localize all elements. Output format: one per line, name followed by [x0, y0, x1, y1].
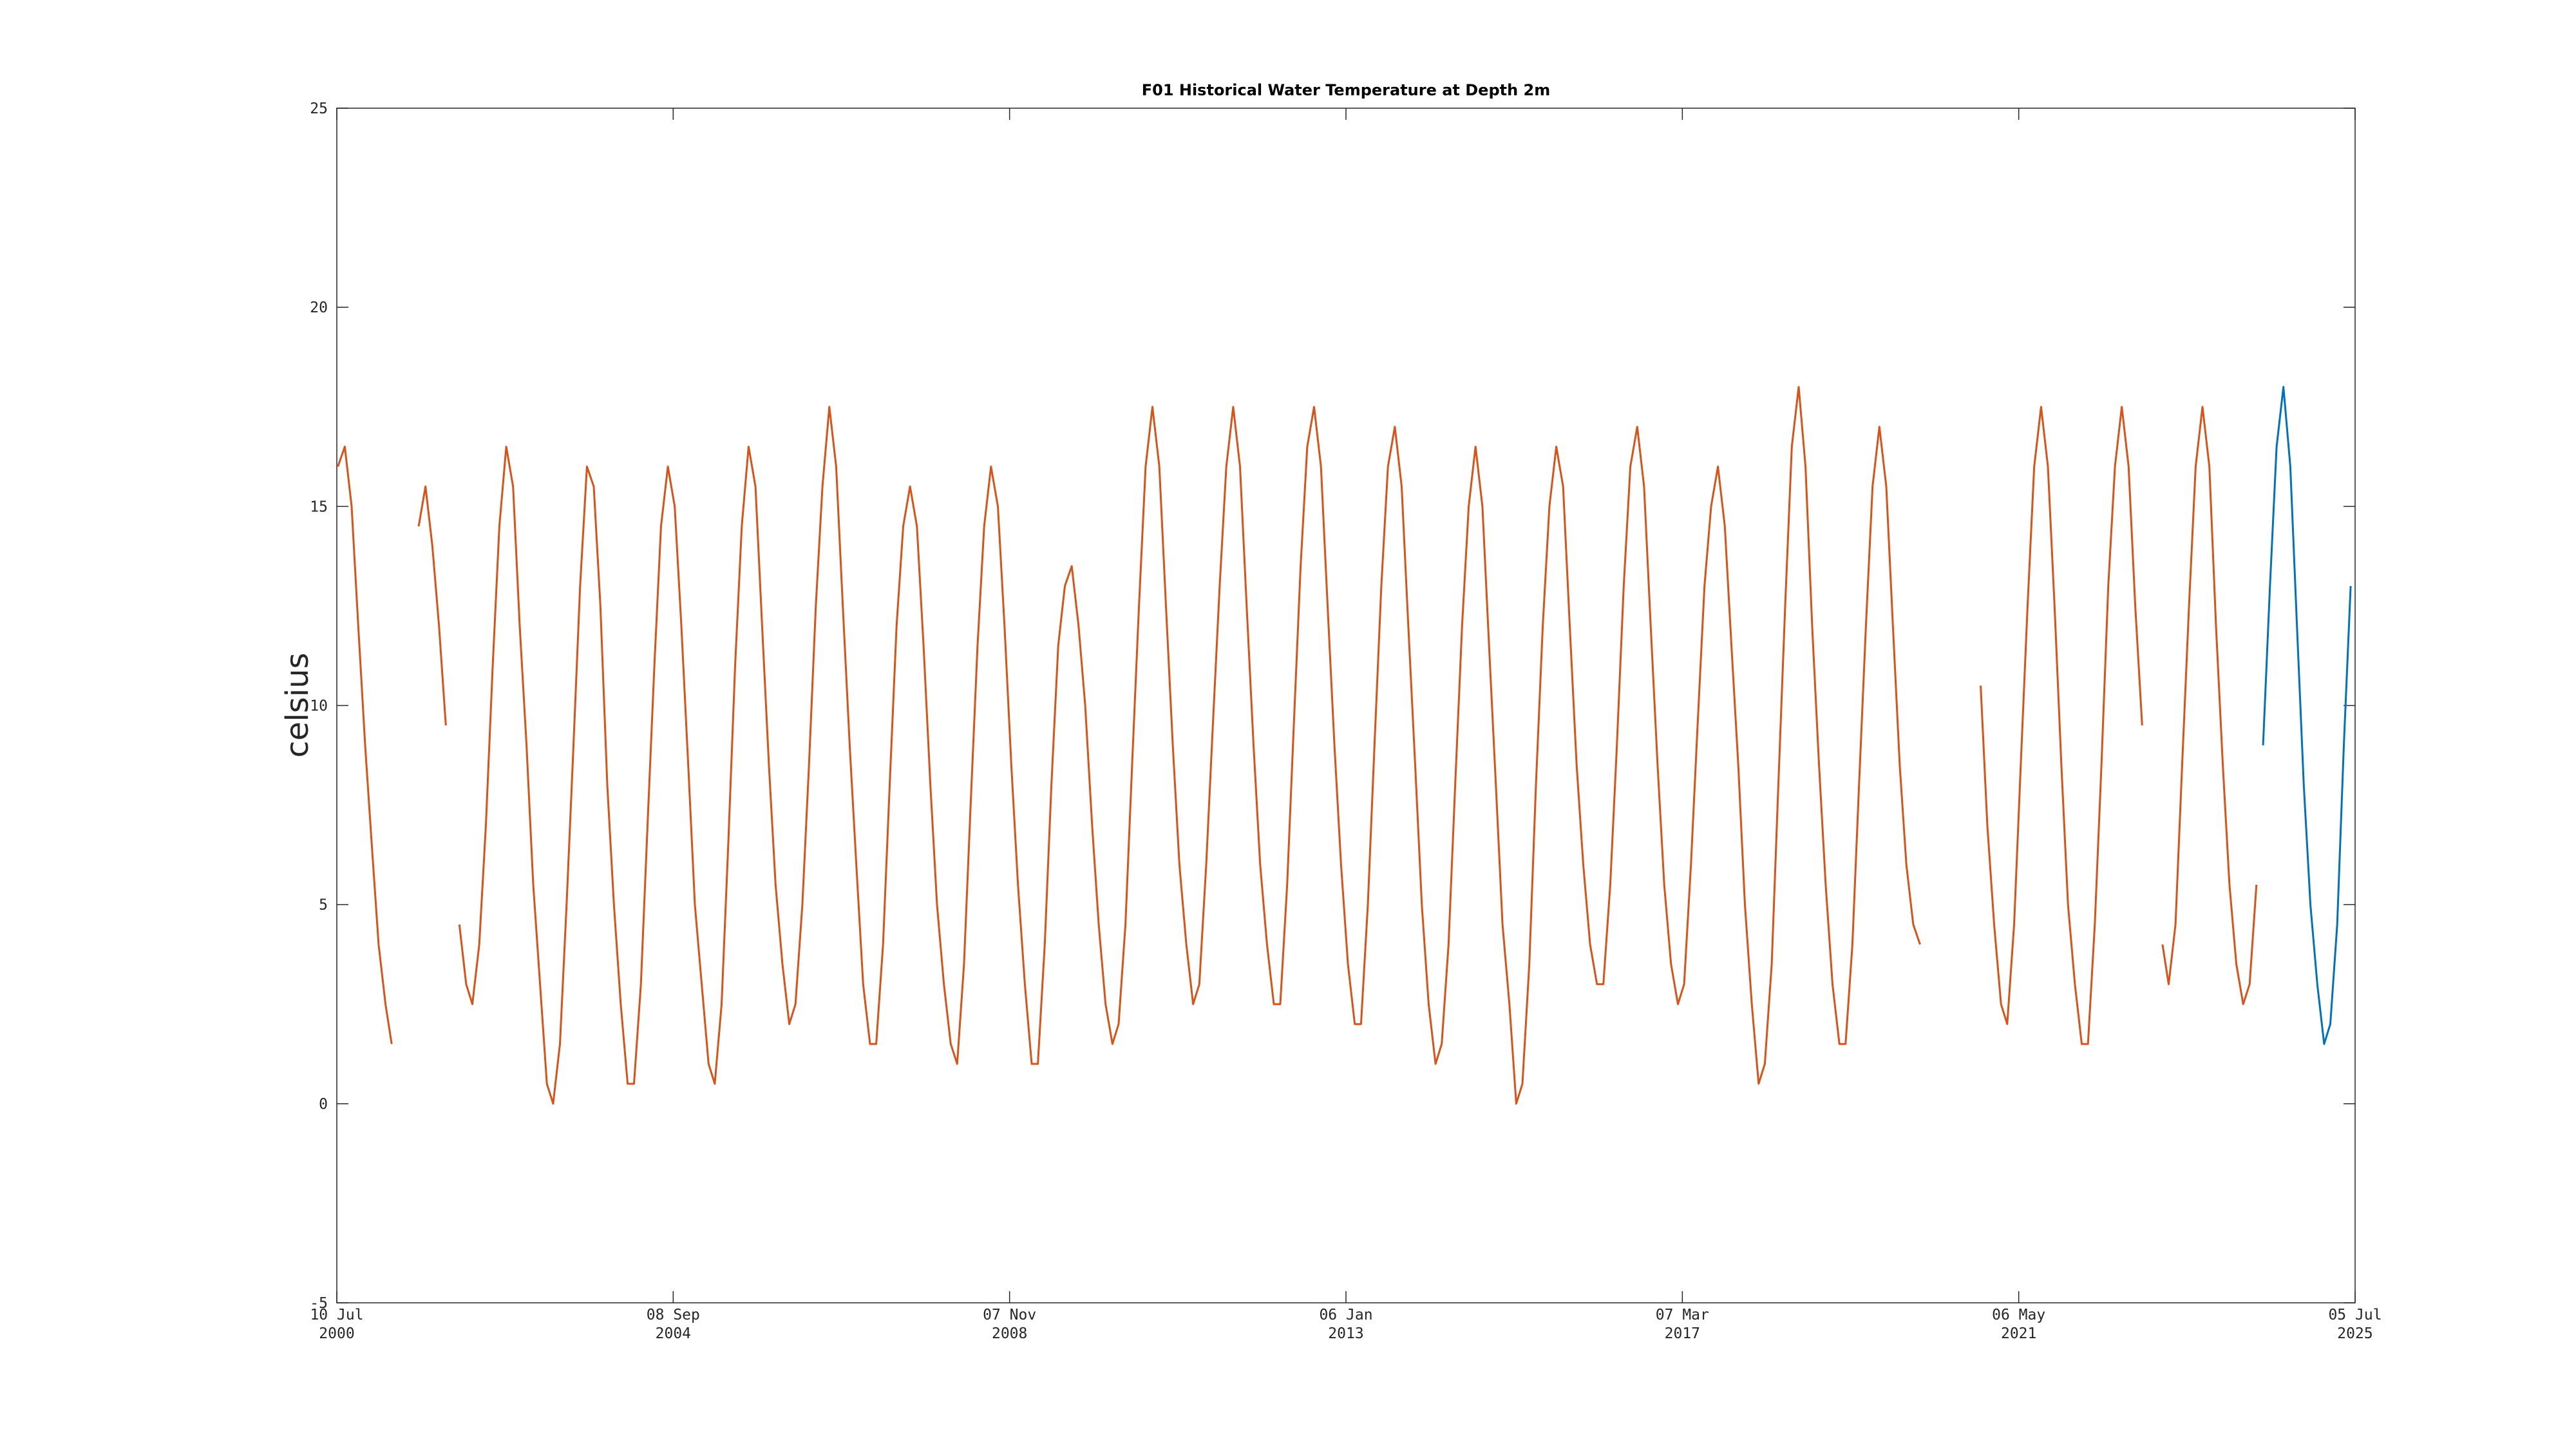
y-tick-label: 5 [319, 897, 328, 914]
x-tick-label: 06 Jan [1319, 1307, 1372, 1323]
x-tick-label: 07 Mar [1656, 1307, 1709, 1323]
y-tick-label: 20 [310, 299, 328, 316]
x-tick-label: 06 May [1992, 1307, 2045, 1323]
x-tick-label: 2025 [2337, 1325, 2372, 1342]
x-tick-label: 07 Nov [983, 1307, 1036, 1323]
y-tick-label: 0 [319, 1096, 328, 1113]
x-tick-label: 2000 [319, 1325, 354, 1342]
x-tick-label: 2004 [656, 1325, 691, 1342]
y-axis-label: celsius [279, 652, 316, 757]
x-tick-label: 2013 [1328, 1325, 1363, 1342]
x-tick-label: 10 Jul [310, 1307, 363, 1323]
y-tick-label: 25 [310, 100, 328, 117]
y-tick-label: 10 [310, 698, 328, 715]
x-tick-label: 2021 [2001, 1325, 2036, 1342]
x-tick-label: 2008 [992, 1325, 1027, 1342]
chart-title: F01 Historical Water Temperature at Dept… [1142, 81, 1551, 99]
series-line [337, 386, 2258, 1105]
y-tick-label: -5 [310, 1295, 328, 1312]
x-tick-label: 2017 [1665, 1325, 1700, 1342]
x-tick-label: 08 Sep [647, 1307, 700, 1323]
x-tick-label: 05 Jul [2328, 1307, 2382, 1323]
series-line [2262, 386, 2352, 1045]
plot-box [336, 108, 2356, 1303]
y-tick-label: 15 [310, 498, 328, 515]
